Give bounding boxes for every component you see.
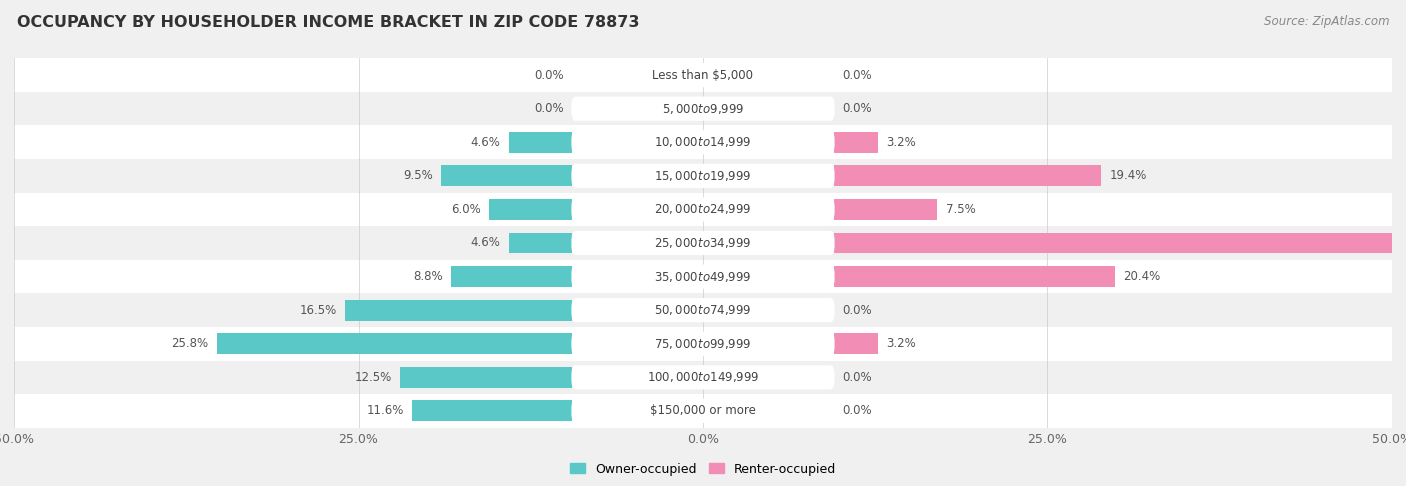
Bar [14,92,1392,125]
Bar [14,192,1392,226]
FancyBboxPatch shape [571,264,835,289]
Bar [834,165,1101,186]
Text: 20.4%: 20.4% [1123,270,1160,283]
Text: $150,000 or more: $150,000 or more [650,404,756,417]
Text: 0.0%: 0.0% [842,304,872,317]
Bar [451,266,572,287]
Text: 19.4%: 19.4% [1109,169,1147,182]
Bar [834,333,877,354]
Text: 3.2%: 3.2% [886,337,915,350]
Text: $20,000 to $24,999: $20,000 to $24,999 [654,203,752,216]
Text: Less than $5,000: Less than $5,000 [652,69,754,82]
Text: 16.5%: 16.5% [299,304,336,317]
Text: OCCUPANCY BY HOUSEHOLDER INCOME BRACKET IN ZIP CODE 78873: OCCUPANCY BY HOUSEHOLDER INCOME BRACKET … [17,15,640,30]
Bar [14,394,1392,428]
Legend: Owner-occupied, Renter-occupied: Owner-occupied, Renter-occupied [565,457,841,481]
FancyBboxPatch shape [571,231,835,255]
Bar [14,159,1392,192]
Bar [489,199,572,220]
Bar [399,367,572,388]
FancyBboxPatch shape [571,197,835,222]
Text: 0.0%: 0.0% [842,371,872,384]
Bar [509,233,572,253]
Bar [14,260,1392,294]
Text: Source: ZipAtlas.com: Source: ZipAtlas.com [1264,15,1389,28]
FancyBboxPatch shape [571,130,835,155]
Bar [14,58,1392,92]
Text: 8.8%: 8.8% [413,270,443,283]
Text: $10,000 to $14,999: $10,000 to $14,999 [654,135,752,149]
FancyBboxPatch shape [571,164,835,188]
Text: 12.5%: 12.5% [354,371,392,384]
Text: 0.0%: 0.0% [842,404,872,417]
FancyBboxPatch shape [571,399,835,423]
Text: 25.8%: 25.8% [172,337,208,350]
Bar [834,266,1115,287]
Text: $5,000 to $9,999: $5,000 to $9,999 [662,102,744,116]
Text: 0.0%: 0.0% [534,102,564,115]
Bar [509,132,572,153]
Bar [14,294,1392,327]
Bar [412,400,572,421]
FancyBboxPatch shape [571,331,835,356]
FancyBboxPatch shape [571,97,835,121]
Text: $75,000 to $99,999: $75,000 to $99,999 [654,337,752,351]
Bar [14,125,1392,159]
Text: 11.6%: 11.6% [367,404,404,417]
Bar [834,233,1406,253]
Text: 9.5%: 9.5% [404,169,433,182]
Text: 4.6%: 4.6% [471,136,501,149]
Bar [441,165,572,186]
Text: 3.2%: 3.2% [886,136,915,149]
Text: 4.6%: 4.6% [471,237,501,249]
Bar [14,327,1392,361]
Text: 0.0%: 0.0% [842,69,872,82]
Bar [217,333,572,354]
Bar [834,132,877,153]
Text: $25,000 to $34,999: $25,000 to $34,999 [654,236,752,250]
Text: 7.5%: 7.5% [945,203,976,216]
Bar [344,300,572,321]
Text: 0.0%: 0.0% [534,69,564,82]
Text: $35,000 to $49,999: $35,000 to $49,999 [654,270,752,283]
Text: 0.0%: 0.0% [842,102,872,115]
FancyBboxPatch shape [571,298,835,322]
Bar [14,361,1392,394]
Text: $50,000 to $74,999: $50,000 to $74,999 [654,303,752,317]
Text: $100,000 to $149,999: $100,000 to $149,999 [647,370,759,384]
FancyBboxPatch shape [571,365,835,389]
Bar [834,199,938,220]
FancyBboxPatch shape [571,63,835,87]
Text: $15,000 to $19,999: $15,000 to $19,999 [654,169,752,183]
Text: 6.0%: 6.0% [451,203,481,216]
Bar [14,226,1392,260]
